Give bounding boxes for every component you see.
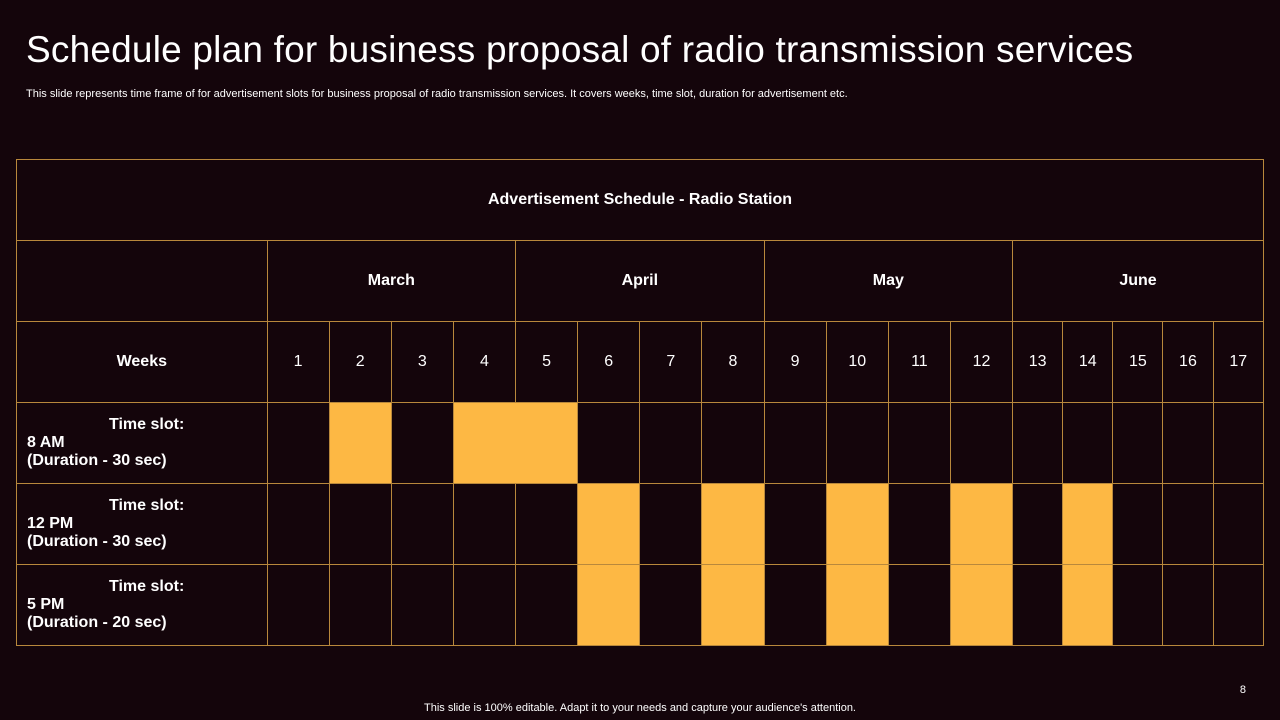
time-slot-label-line: Time slot:	[109, 497, 185, 514]
month-may: May	[763, 240, 1014, 322]
scheduled-slot-cell	[825, 483, 889, 565]
month-march: March	[266, 240, 517, 322]
empty-slot-cell	[452, 483, 517, 565]
time-slot-row: Time slot: 5 PM (Duration - 20 sec)	[16, 564, 1264, 646]
time-slot-label: Time slot: 12 PM (Duration - 30 sec)	[16, 483, 268, 565]
empty-slot-cell	[266, 402, 330, 484]
week-number-cell: 5	[515, 321, 579, 403]
week-number-cell: 6	[577, 321, 641, 403]
empty-slot-cell	[763, 483, 827, 565]
empty-slot-cell	[1162, 483, 1214, 565]
empty-slot-cell	[266, 564, 330, 646]
month-april: April	[515, 240, 765, 322]
month-corner-cell	[16, 240, 268, 322]
time-slot-label-line: Time slot:	[109, 416, 185, 433]
scheduled-slot-cell	[452, 402, 579, 484]
empty-slot-cell	[1162, 402, 1214, 484]
empty-slot-cell	[1012, 402, 1064, 484]
scheduled-slot-cell	[701, 483, 765, 565]
empty-slot-cell	[763, 564, 827, 646]
empty-slot-cell	[1112, 483, 1164, 565]
scheduled-slot-cell	[949, 483, 1014, 565]
empty-slot-cell	[328, 564, 392, 646]
page-number: 8	[1239, 684, 1246, 696]
table-title: Advertisement Schedule - Radio Station	[16, 159, 1264, 241]
empty-slot-cell	[390, 483, 454, 565]
time-slot-row: Time slot: 12 PM (Duration - 30 sec)	[16, 483, 1264, 565]
scheduled-slot-cell	[1062, 483, 1114, 565]
week-number-cell: 8	[701, 321, 765, 403]
week-number-cell: 14	[1062, 321, 1114, 403]
empty-slot-cell	[1212, 483, 1264, 565]
week-number-cell: 17	[1212, 321, 1264, 403]
empty-slot-cell	[328, 483, 392, 565]
time-slot-label-line: (Duration - 20 sec)	[27, 614, 167, 631]
footer-note: This slide is 100% editable. Adapt it to…	[424, 702, 856, 714]
empty-slot-cell	[825, 402, 889, 484]
time-slot-label-line: (Duration - 30 sec)	[27, 533, 167, 550]
scheduled-slot-cell	[949, 564, 1014, 646]
empty-slot-cell	[390, 402, 454, 484]
slide-subtitle: This slide represents time frame of for …	[26, 88, 848, 100]
empty-slot-cell	[515, 483, 579, 565]
week-number-cell: 2	[328, 321, 392, 403]
scheduled-slot-cell	[825, 564, 889, 646]
week-number-cell: 16	[1162, 321, 1214, 403]
scheduled-slot-cell	[577, 564, 641, 646]
scheduled-slot-cell	[1062, 564, 1114, 646]
table-header-row: Advertisement Schedule - Radio Station	[16, 159, 1264, 241]
empty-slot-cell	[887, 564, 951, 646]
empty-slot-cell	[639, 402, 703, 484]
empty-slot-cell	[515, 564, 579, 646]
empty-slot-cell	[701, 402, 765, 484]
week-number-cell: 11	[887, 321, 951, 403]
time-slot-row: Time slot: 8 AM (Duration - 30 sec)	[16, 402, 1264, 484]
empty-slot-cell	[1212, 402, 1264, 484]
empty-slot-cell	[1012, 483, 1064, 565]
week-row: Weeks 1 2 3 4 5 6 7 8 9 10 11 12 13 14 15 16 17	[16, 321, 1264, 403]
empty-slot-cell	[763, 402, 827, 484]
scheduled-slot-cell	[701, 564, 765, 646]
empty-slot-cell	[887, 402, 951, 484]
time-slot-label: Time slot: 5 PM (Duration - 20 sec)	[16, 564, 268, 646]
scheduled-slot-cell	[328, 402, 392, 484]
empty-slot-cell	[1212, 564, 1264, 646]
empty-slot-cell	[1112, 564, 1164, 646]
empty-slot-cell	[887, 483, 951, 565]
week-number-cell: 10	[825, 321, 889, 403]
empty-slot-cell	[1162, 564, 1214, 646]
empty-slot-cell	[390, 564, 454, 646]
time-slot-label-line: (Duration - 30 sec)	[27, 452, 167, 469]
empty-slot-cell	[452, 564, 517, 646]
month-row: March April May June	[16, 240, 1264, 322]
time-slot-label: Time slot: 8 AM (Duration - 30 sec)	[16, 402, 268, 484]
empty-slot-cell	[1112, 402, 1164, 484]
empty-slot-cell	[266, 483, 330, 565]
schedule-table: Advertisement Schedule - Radio Station M…	[16, 159, 1264, 646]
week-number-cell: 3	[390, 321, 454, 403]
time-slot-label-line: 8 AM	[27, 434, 65, 451]
empty-slot-cell	[639, 564, 703, 646]
week-number-cell: 15	[1112, 321, 1164, 403]
scheduled-slot-cell	[577, 483, 641, 565]
time-slot-label-line: 12 PM	[27, 515, 74, 532]
slide-title: Schedule plan for business proposal of r…	[26, 29, 1134, 70]
week-number-cell: 4	[452, 321, 517, 403]
weeks-label: Weeks	[16, 321, 268, 403]
empty-slot-cell	[577, 402, 641, 484]
month-june: June	[1012, 240, 1264, 322]
empty-slot-cell	[639, 483, 703, 565]
week-number-cell: 1	[266, 321, 330, 403]
week-number-cell: 12	[949, 321, 1014, 403]
week-number-cell: 7	[639, 321, 703, 403]
empty-slot-cell	[949, 402, 1014, 484]
week-number-cell: 13	[1012, 321, 1064, 403]
week-number-cell: 9	[763, 321, 827, 403]
empty-slot-cell	[1012, 564, 1064, 646]
empty-slot-cell	[1062, 402, 1114, 484]
time-slot-label-line: 5 PM	[27, 596, 65, 613]
time-slot-label-line: Time slot:	[109, 578, 185, 595]
